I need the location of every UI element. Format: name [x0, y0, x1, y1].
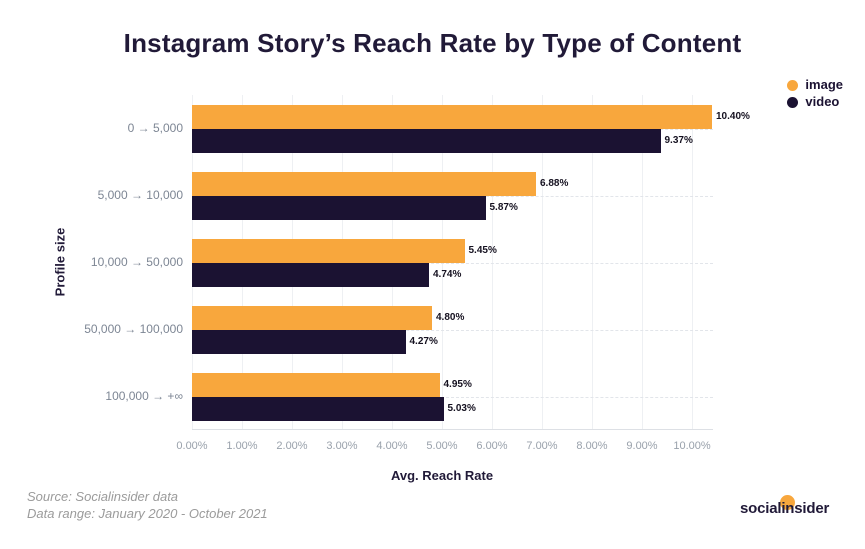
x-tick-label: 2.00% — [276, 440, 308, 452]
x-tick-label: 3.00% — [326, 440, 358, 452]
x-tick-label: 10.00% — [673, 440, 711, 452]
source-line: Source: Socialinsider data — [27, 489, 179, 504]
bar-image — [192, 305, 432, 330]
chart-title: Instagram Story’s Reach Rate by Type of … — [123, 28, 742, 58]
bar-video — [192, 396, 444, 421]
bar-value-label: 4.80% — [436, 311, 465, 323]
plot-area: 10.40% 6.88% 5.45% 4.80% 4.95% 9.37% 5.87% 4.74… — [192, 95, 750, 430]
legend-dot-icon — [787, 96, 799, 108]
x-tick-label: 4.00% — [376, 440, 408, 452]
bar-value-label: 6.88% — [540, 177, 569, 189]
bar-video — [192, 329, 406, 354]
x-gridline — [492, 95, 493, 429]
bar-value-label: 9.37% — [664, 134, 693, 146]
bar-video — [192, 262, 429, 287]
logo-text: socialinsider — [740, 500, 830, 517]
y-category-label: 0 → 5,000 — [127, 120, 183, 135]
category-gridline — [192, 396, 713, 398]
x-gridline — [542, 95, 543, 429]
bar-image — [192, 104, 712, 129]
x-gridline — [692, 95, 693, 429]
x-tick-label: 8.00% — [576, 440, 608, 452]
x-tick-label: 9.00% — [626, 440, 658, 452]
bar-value-label: 5.03% — [447, 402, 476, 414]
y-category-label: 50,000 → 100,000 — [84, 321, 183, 336]
legend-item-video: video — [787, 95, 843, 109]
y-category-label: 5,000 → 10,000 — [97, 187, 183, 202]
bar-video — [192, 128, 661, 153]
bar-value-label: 4.27% — [409, 335, 438, 347]
bar-value-label: 4.95% — [443, 378, 472, 390]
category-gridline — [192, 262, 713, 264]
legend: image video — [787, 78, 843, 112]
x-gridline — [642, 95, 643, 429]
y-category-label: 10,000 → 50,000 — [90, 254, 183, 269]
x-tick-label: 5.00% — [426, 440, 458, 452]
bar-video — [192, 195, 486, 220]
brand-logo: socialinsider — [740, 495, 850, 524]
bar-value-label: 4.74% — [433, 268, 462, 280]
category-gridline — [192, 329, 713, 331]
legend-label: video — [805, 94, 840, 109]
bar-value-label: 10.40% — [716, 110, 750, 122]
legend-label: image — [805, 77, 843, 92]
y-category-label: 100,000 → +∞ — [105, 388, 183, 403]
bar-value-label: 5.45% — [468, 244, 497, 256]
bar-image — [192, 372, 440, 397]
logo-orange-dot-icon — [780, 495, 795, 510]
legend-dot-icon — [787, 79, 799, 91]
x-axis-title: Avg. Reach Rate — [390, 468, 494, 483]
bar-image — [192, 238, 465, 263]
legend-item-image: image — [787, 78, 843, 92]
x-tick-label: 7.00% — [526, 440, 558, 452]
data-range-line: Data range: January 2020 - October 2021 — [27, 506, 268, 521]
x-gridline — [592, 95, 593, 429]
x-tick-label: 0.00% — [176, 440, 208, 452]
x-tick-label: 6.00% — [476, 440, 508, 452]
source-note: Source: Socialinsider data Data range: J… — [27, 488, 268, 522]
x-tick-label: 1.00% — [226, 440, 258, 452]
bar-image — [192, 171, 536, 196]
bar-value-label: 5.87% — [489, 201, 518, 213]
